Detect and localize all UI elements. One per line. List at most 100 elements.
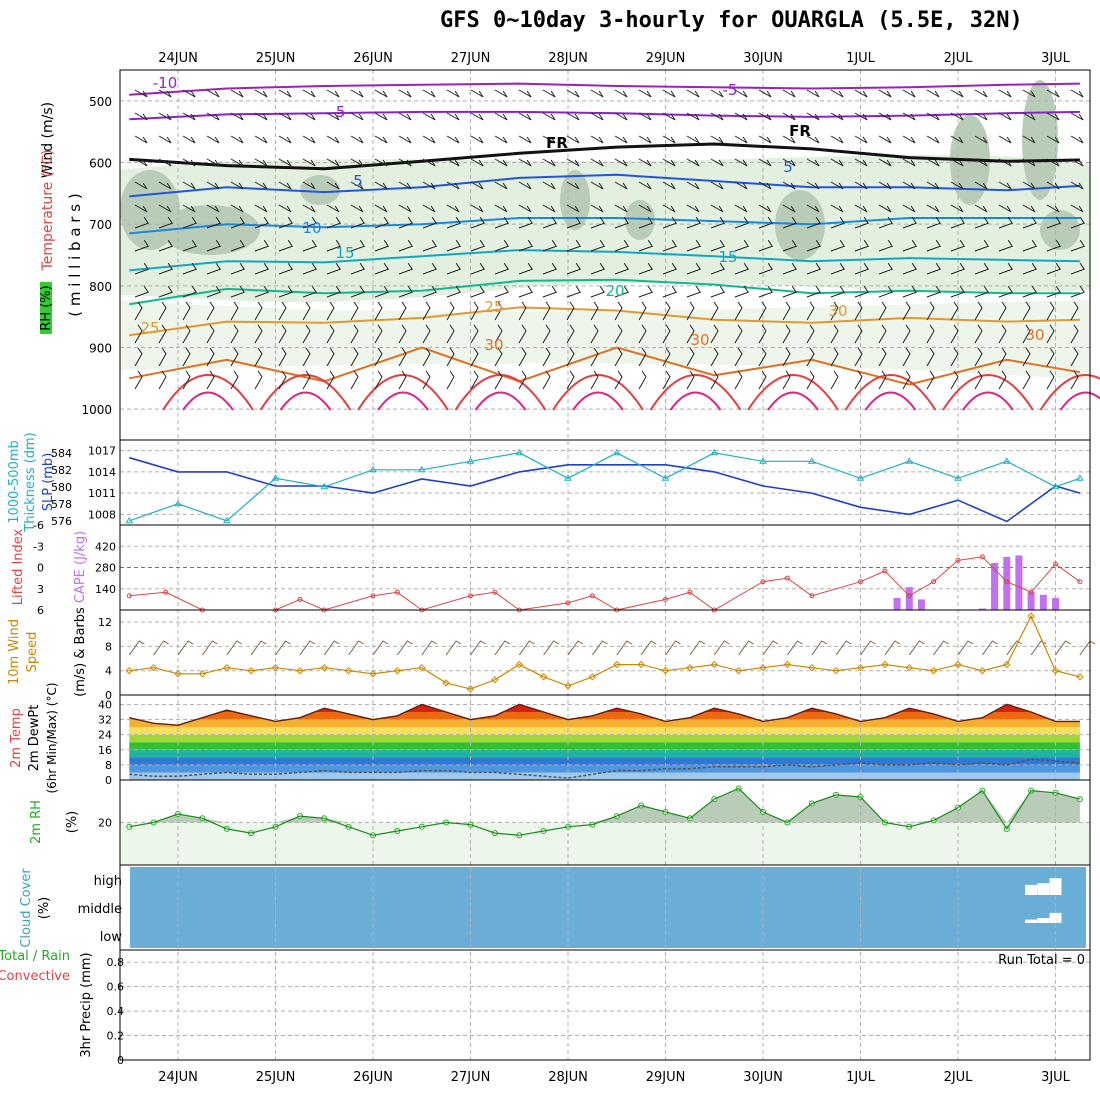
wind-barb xyxy=(758,285,773,298)
wind-barb xyxy=(590,112,604,121)
wind-barb xyxy=(590,204,604,213)
wind-barb xyxy=(278,204,292,213)
wind-barb xyxy=(182,204,196,213)
wind-barb xyxy=(254,239,269,252)
wind-barb xyxy=(638,216,653,229)
slp-label-c: SLP (mb) xyxy=(41,453,56,512)
wind-barb xyxy=(518,324,527,344)
wind-barb xyxy=(206,112,220,121)
wind-barb xyxy=(182,158,196,167)
wind-barb xyxy=(278,370,287,390)
wind-speed-point xyxy=(905,663,914,672)
contour-label: 30 xyxy=(828,302,847,320)
wind-speed-point xyxy=(247,666,255,675)
wind-barb xyxy=(230,204,244,213)
wind-barb xyxy=(686,324,695,344)
wind-barb xyxy=(422,239,437,252)
wind-barb xyxy=(1070,181,1084,190)
wind-barb xyxy=(686,158,700,167)
wind10-barb xyxy=(348,640,364,656)
wind-barb xyxy=(974,204,988,213)
wind-barb xyxy=(206,89,220,98)
wind-barb xyxy=(350,301,359,321)
wind-barb xyxy=(782,262,797,275)
wind-speed-point xyxy=(686,663,694,672)
wind-barb xyxy=(686,135,700,144)
temp-contour--5 xyxy=(129,110,1080,121)
wind10-barb xyxy=(445,640,462,656)
wind-barb xyxy=(710,158,724,167)
wind-barb xyxy=(662,216,677,229)
cape-bar xyxy=(991,562,999,610)
wind10-barb xyxy=(689,640,706,656)
wind-barb xyxy=(182,347,191,367)
wind-tick-label: 0 xyxy=(105,689,112,702)
temp-contour-40 xyxy=(1059,391,1100,411)
wind-speed-point xyxy=(344,666,353,675)
wind-barb xyxy=(1046,370,1055,390)
wind-barb xyxy=(1070,158,1084,167)
wind-barb xyxy=(158,285,173,298)
wind-barb xyxy=(878,370,887,390)
wind-tick-label: 12 xyxy=(98,616,112,629)
wind-barb xyxy=(662,181,676,190)
cape-bar xyxy=(1027,591,1035,610)
wind-barb xyxy=(926,158,940,167)
wind-barb xyxy=(734,370,743,390)
slp-tick-label: 1011 xyxy=(88,487,116,500)
wind-barb xyxy=(446,239,461,252)
li-point xyxy=(1028,589,1034,595)
wind-barb xyxy=(854,89,868,98)
wind-barb xyxy=(566,262,581,275)
wind-barb xyxy=(662,204,676,213)
wind-barb xyxy=(494,158,508,167)
wind-barb xyxy=(1070,370,1079,390)
wind-barb xyxy=(422,181,436,190)
wind-barb xyxy=(686,262,701,275)
wind-barb xyxy=(662,89,676,98)
wind-barb xyxy=(662,239,677,252)
wind-barb xyxy=(830,301,839,321)
wind-barb xyxy=(350,262,365,275)
wind-barb xyxy=(974,135,988,144)
wind-barb xyxy=(1070,89,1084,98)
wind-barb xyxy=(806,347,815,367)
wind-barb xyxy=(230,370,239,390)
rh-shading-blob xyxy=(775,190,825,260)
wind-barb xyxy=(998,239,1013,252)
wind-barb xyxy=(998,89,1012,98)
rh-shading-blob xyxy=(1022,80,1058,200)
wind-speed-point xyxy=(271,663,280,672)
wind-barb xyxy=(806,239,821,252)
wind-barb xyxy=(518,181,532,190)
wind-barb xyxy=(278,301,287,321)
wind-barb xyxy=(134,89,148,98)
wind-barb xyxy=(1046,239,1061,252)
wind-barb xyxy=(902,285,917,298)
wind-barb xyxy=(950,262,965,275)
wind-speed-point xyxy=(1051,666,1060,675)
wind-barb xyxy=(638,347,647,367)
wind-barb xyxy=(926,285,941,298)
li-point xyxy=(858,579,863,585)
wind-barb xyxy=(1022,89,1036,98)
wind-barb xyxy=(878,216,893,229)
wind-barb xyxy=(350,216,365,229)
wind-barb xyxy=(1022,262,1037,275)
thickness-point xyxy=(271,474,280,481)
wind-barb xyxy=(278,158,292,167)
wind-barb xyxy=(830,239,845,252)
wind-barb xyxy=(1046,158,1060,167)
wind-barb xyxy=(422,112,436,121)
wind-barb xyxy=(422,324,431,344)
wind-barb xyxy=(974,301,983,321)
wind10-barb xyxy=(884,640,901,656)
wind-barb xyxy=(158,239,173,252)
wind-barb xyxy=(470,347,479,367)
wind-barb xyxy=(494,262,509,275)
wind-barb xyxy=(806,216,821,229)
wind-barb xyxy=(1070,204,1084,213)
wind-speed-point xyxy=(808,663,816,672)
wind-barb xyxy=(494,181,508,190)
